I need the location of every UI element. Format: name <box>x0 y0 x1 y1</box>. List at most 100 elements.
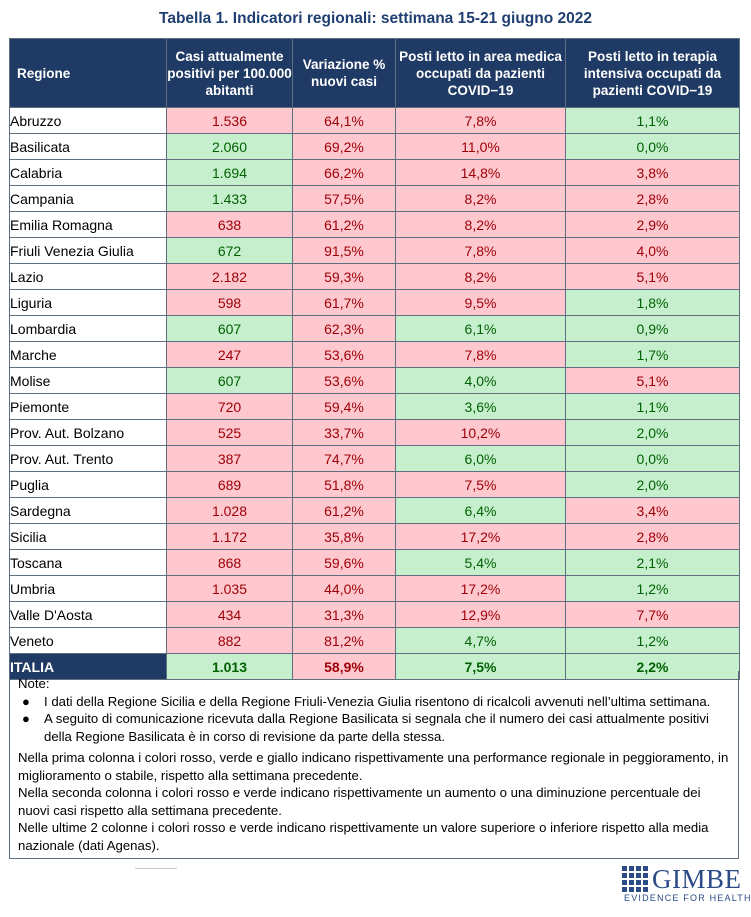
value-cell-c3: 8,2% <box>395 185 566 212</box>
note-paragraph: Nelle ultime 2 colonne i colori rosso e … <box>18 820 709 853</box>
table-row: Prov. Aut. Bolzano 525 33,7% 10,2% 2,0% <box>9 419 740 446</box>
region-name-cell: Lazio <box>9 263 167 290</box>
value-cell-c2: 53,6% <box>292 367 396 394</box>
header-cases: Casi attualmente positivi per 100.000 ab… <box>166 38 293 108</box>
region-name-cell: Calabria <box>9 159 167 186</box>
value-cell-c3: 17,2% <box>395 575 566 602</box>
region-name-cell: Liguria <box>9 289 167 316</box>
value-cell-c2: 81,2% <box>292 627 396 654</box>
divider <box>135 868 177 869</box>
table-row: Umbria 1.035 44,0% 17,2% 1,2% <box>9 575 740 602</box>
value-cell-c4: 0,9% <box>565 315 740 342</box>
table-row: Friuli Venezia Giulia 672 91,5% 7,8% 4,0% <box>9 237 740 264</box>
value-cell-c4: 5,1% <box>565 367 740 394</box>
notes-bullets: ● I dati della Regione Sicilia e della Re… <box>18 693 732 746</box>
value-cell-c1: 868 <box>166 549 293 576</box>
header-region: Regione <box>9 38 167 108</box>
value-cell-c3: 7,5% <box>395 653 566 680</box>
region-name-cell: Veneto <box>9 627 167 654</box>
value-cell-c4: 0,0% <box>565 133 740 160</box>
value-cell-c4: 2,9% <box>565 211 740 238</box>
value-cell-c3: 7,8% <box>395 237 566 264</box>
value-cell-c4: 1,2% <box>565 575 740 602</box>
region-name-cell: Campania <box>9 185 167 212</box>
table-body: Abruzzo 1.536 64,1% 7,8% 1,1% Basilicata 2.060… <box>9 107 740 680</box>
value-cell-c3: 9,5% <box>395 289 566 316</box>
value-cell-c2: 59,4% <box>292 393 396 420</box>
value-cell-c1: 2.182 <box>166 263 293 290</box>
region-name-cell: Sicilia <box>9 523 167 550</box>
value-cell-c3: 10,2% <box>395 419 566 446</box>
region-name-cell: Basilicata <box>9 133 167 160</box>
value-cell-c2: 53,6% <box>292 341 396 368</box>
value-cell-c3: 14,8% <box>395 159 566 186</box>
note-bullet-item: ● I dati della Regione Sicilia e della Re… <box>22 693 711 709</box>
value-cell-c2: 61,2% <box>292 211 396 238</box>
value-cell-c1: 672 <box>166 237 293 264</box>
value-cell-c4: 3,4% <box>565 497 740 524</box>
table-row: Veneto 882 81,2% 4,7% 1,2% <box>9 627 740 654</box>
value-cell-c4: 2,8% <box>565 523 740 550</box>
value-cell-c4: 2,8% <box>565 185 740 212</box>
value-cell-c3: 6,1% <box>395 315 566 342</box>
value-cell-c3: 8,2% <box>395 263 566 290</box>
table-row: Valle D'Aosta 434 31,3% 12,9% 7,7% <box>9 601 740 628</box>
value-cell-c2: 62,3% <box>292 315 396 342</box>
value-cell-c1: 434 <box>166 601 293 628</box>
value-cell-c1: 607 <box>166 315 293 342</box>
gimbe-grid-icon <box>622 866 648 892</box>
header-medical-beds: Posti letto in area medica occupati da p… <box>395 38 566 108</box>
value-cell-c1: 525 <box>166 419 293 446</box>
value-cell-c1: 689 <box>166 471 293 498</box>
table-row: Molise 607 53,6% 4,0% 5,1% <box>9 367 740 394</box>
value-cell-c3: 17,2% <box>395 523 566 550</box>
value-cell-c1: 598 <box>166 289 293 316</box>
bullet-icon: ● <box>22 693 30 709</box>
value-cell-c2: 51,8% <box>292 471 396 498</box>
note-paragraph: Nella seconda colonna i colori rosso e v… <box>18 785 701 818</box>
region-name-cell: Lombardia <box>9 315 167 342</box>
value-cell-c1: 607 <box>166 367 293 394</box>
value-cell-c2: 74,7% <box>292 445 396 472</box>
region-name-cell: Abruzzo <box>9 107 167 134</box>
value-cell-c3: 11,0% <box>395 133 566 160</box>
value-cell-c3: 7,8% <box>395 341 566 368</box>
value-cell-c3: 8,2% <box>395 211 566 238</box>
value-cell-c4: 7,7% <box>565 601 740 628</box>
table-row: Prov. Aut. Trento 387 74,7% 6,0% 0,0% <box>9 445 740 472</box>
table-row: Piemonte 720 59,4% 3,6% 1,1% <box>9 393 740 420</box>
value-cell-c2: 33,7% <box>292 419 396 446</box>
value-cell-c4: 2,2% <box>565 653 740 680</box>
value-cell-c4: 2,0% <box>565 419 740 446</box>
value-cell-c4: 1,1% <box>565 107 740 134</box>
value-cell-c3: 7,8% <box>395 107 566 134</box>
value-cell-c4: 1,8% <box>565 289 740 316</box>
value-cell-c2: 61,2% <box>292 497 396 524</box>
value-cell-c2: 58,9% <box>292 653 396 680</box>
regional-indicators-table: Regione Casi attualmente positivi per 10… <box>9 38 740 680</box>
value-cell-c2: 59,3% <box>292 263 396 290</box>
table-row: Puglia 689 51,8% 7,5% 2,0% <box>9 471 740 498</box>
value-cell-c2: 59,6% <box>292 549 396 576</box>
value-cell-c3: 5,4% <box>395 549 566 576</box>
value-cell-c3: 4,0% <box>395 367 566 394</box>
logo-tagline: EVIDENCE FOR HEALTH <box>624 893 751 903</box>
value-cell-c1: 1.433 <box>166 185 293 212</box>
notes-box: Note: ● I dati della Regione Sicilia e de… <box>9 671 739 859</box>
value-cell-c1: 720 <box>166 393 293 420</box>
value-cell-c3: 6,4% <box>395 497 566 524</box>
value-cell-c4: 1,2% <box>565 627 740 654</box>
value-cell-c1: 2.060 <box>166 133 293 160</box>
value-cell-c4: 4,0% <box>565 237 740 264</box>
region-name-cell: Puglia <box>9 471 167 498</box>
table-row: Sicilia 1.172 35,8% 17,2% 2,8% <box>9 523 740 550</box>
table-row: Lazio 2.182 59,3% 8,2% 5,1% <box>9 263 740 290</box>
table-title: Tabella 1. Indicatori regionali: settima… <box>159 10 592 27</box>
region-name-cell: Prov. Aut. Trento <box>9 445 167 472</box>
header-icu-beds: Posti letto in terapia intensiva occupat… <box>565 38 740 108</box>
table-row: Lombardia 607 62,3% 6,1% 0,9% <box>9 315 740 342</box>
value-cell-c3: 4,7% <box>395 627 566 654</box>
table-row: Abruzzo 1.536 64,1% 7,8% 1,1% <box>9 107 740 134</box>
value-cell-c1: 882 <box>166 627 293 654</box>
value-cell-c3: 6,0% <box>395 445 566 472</box>
